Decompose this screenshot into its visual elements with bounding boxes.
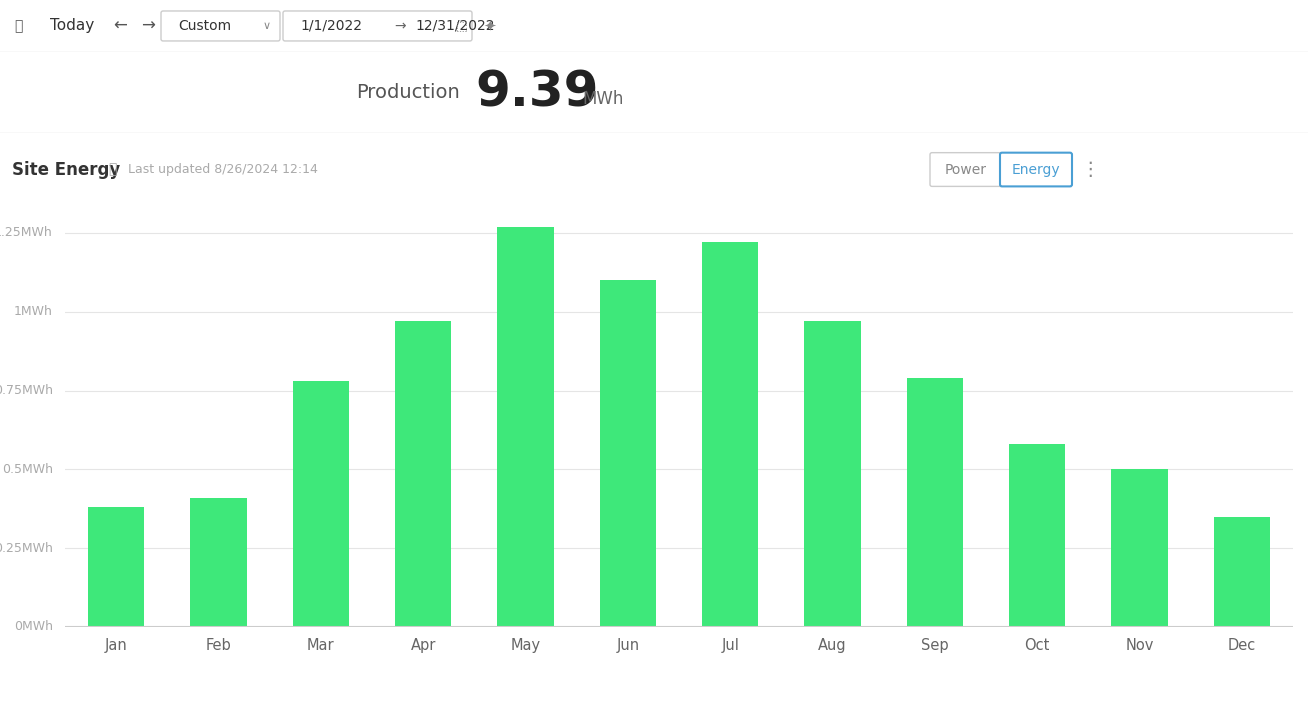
FancyBboxPatch shape [930,152,1002,187]
Text: Last updated 8/26/2024 12:14: Last updated 8/26/2024 12:14 [128,163,318,176]
Text: ✦: ✦ [484,18,496,34]
Bar [191,498,247,627]
Text: 🗓: 🗓 [14,19,22,33]
Text: →: → [394,19,405,33]
Bar [1214,517,1270,627]
Text: 12/31/2022: 12/31/2022 [415,19,494,33]
FancyBboxPatch shape [161,11,280,41]
Text: Today: Today [50,18,94,34]
Bar [293,381,349,627]
Text: ⬚: ⬚ [456,20,468,32]
Bar [497,227,553,627]
Text: 0.5MWh: 0.5MWh [1,463,52,476]
Bar [88,508,144,627]
Text: Power: Power [944,163,988,176]
Text: ⓘ: ⓘ [109,163,116,176]
Text: 9.39: 9.39 [475,69,599,117]
Text: 1MWh: 1MWh [14,305,52,318]
Bar [702,242,759,627]
Bar [1008,444,1065,627]
Bar [906,378,963,627]
Text: ∨: ∨ [263,21,271,31]
Text: 1/1/2022: 1/1/2022 [300,19,362,33]
FancyBboxPatch shape [283,11,472,41]
Bar [395,322,451,627]
Text: 0.75MWh: 0.75MWh [0,384,52,397]
FancyBboxPatch shape [1001,152,1073,187]
Text: Production: Production [356,84,460,102]
Bar [599,280,657,627]
Text: ⋮: ⋮ [1080,160,1100,179]
Text: Custom: Custom [178,19,232,33]
Text: 1.25MWh: 1.25MWh [0,227,52,239]
Bar [804,322,861,627]
Text: ←: ← [112,17,127,35]
Text: Site Energy: Site Energy [12,161,120,178]
Text: →: → [141,17,154,35]
Text: 0.25MWh: 0.25MWh [0,542,52,555]
Bar [1112,470,1168,627]
Text: MWh: MWh [582,90,624,108]
Text: 0MWh: 0MWh [13,621,52,633]
Text: Energy: Energy [1011,163,1061,176]
